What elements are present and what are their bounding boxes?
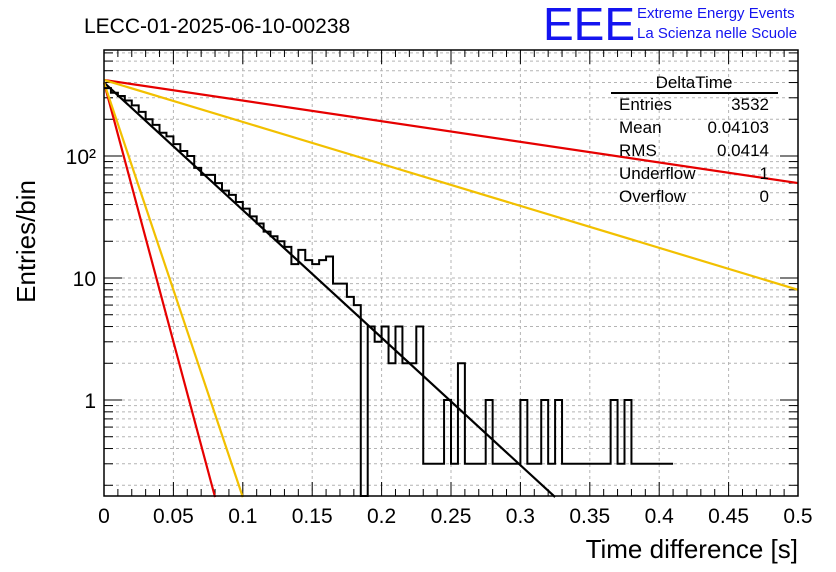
grid [104,50,798,496]
fit-line [102,82,244,498]
stats-row-value: 1 [760,164,769,183]
logo-line1: Extreme Energy Events [637,5,795,22]
x-tick-label: 0.25 [431,505,472,528]
fit-line [103,78,799,185]
x-tick-label: 0.4 [645,505,675,528]
stats-row-label: Mean [619,118,662,137]
x-tick-label: 0.1 [228,505,257,528]
plot-frame [103,49,799,497]
stats-row-label: Underflow [619,164,696,183]
x-tick-label: 0.2 [367,505,396,528]
logo-mark: EEE [543,0,635,50]
y-tick-label: 1 [84,390,96,413]
stats-row-value: 0.0414 [717,141,769,160]
stats-row-value: 0.04103 [708,118,769,137]
x-tick-label: 0.5 [783,505,812,528]
histogram [104,87,674,497]
stats-title: DeltaTime [656,73,733,92]
fit-line [102,82,217,498]
x-tick-label: 0.05 [153,505,194,528]
y-tick-label: 10 [73,268,96,291]
x-tick-label: 0.15 [292,505,333,528]
stats-row-value: 0 [760,187,769,206]
eee-logo: EEE Extreme Energy Events La Scienza nel… [543,0,797,50]
minor-ticks [103,50,799,496]
stats-row-label: RMS [619,141,657,160]
y-tick-labels: 1 10 10² [66,146,96,413]
stats-row-label: Entries [619,95,672,114]
stats-row-value: 3532 [731,95,769,114]
stats-box: DeltaTime Entries 3532 Mean 0.04103 RMS 0.041… [611,73,778,206]
x-tick-labels: 0 0.05 0.1 0.15 0.2 0.25 0.3 0.35 0.4 0.45 0.5 [98,505,812,528]
x-tick-label: 0.3 [506,505,535,528]
fit-line [103,78,799,291]
chart-title: LECC-01-2025-06-10-00238 [84,15,350,38]
fit-line [103,81,556,498]
y-tick-label: 10² [66,146,96,169]
logo-line2: La Scienza nelle Scuole [637,25,797,42]
x-tick-label: 0.45 [708,505,749,528]
fit-curves [102,78,799,498]
stats-row-label: Overflow [619,187,687,206]
x-axis-label: Time difference [s] [586,534,798,564]
x-tick-label: 0.35 [569,505,610,528]
stats-rows: Entries 3532 Mean 0.04103 RMS 0.0414 Underflow… [619,95,769,206]
y-axis-label: Entries/bin [11,180,41,303]
x-tick-label: 0 [98,505,110,528]
